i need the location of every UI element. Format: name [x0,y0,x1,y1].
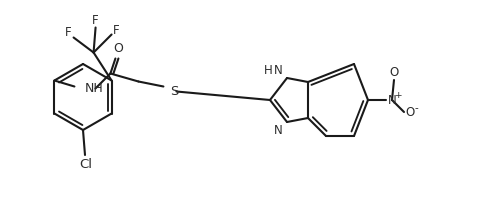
Text: N: N [274,64,282,76]
Text: +: + [394,90,402,99]
Text: F: F [113,24,120,37]
Text: NH: NH [84,82,103,95]
Text: F: F [92,14,99,27]
Text: H: H [264,64,272,76]
Text: Cl: Cl [79,158,93,170]
Text: S: S [171,85,179,98]
Text: N: N [387,94,396,106]
Text: F: F [65,26,72,39]
Text: O: O [389,66,399,78]
Text: -: - [414,103,418,113]
Text: N: N [274,123,282,136]
Text: O: O [405,106,415,118]
Text: O: O [113,42,123,55]
